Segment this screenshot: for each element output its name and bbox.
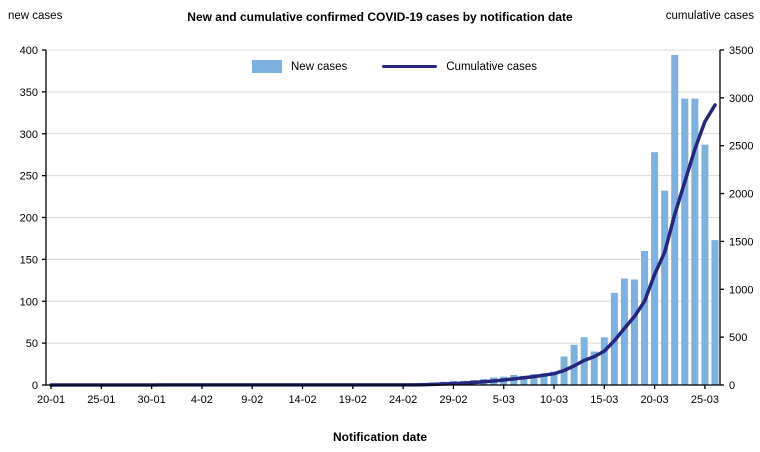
left-tick-label: 0 (32, 380, 38, 392)
bar-26-03 (711, 240, 719, 385)
bar-10-03 (550, 371, 558, 385)
bar-7-03 (520, 375, 528, 385)
left-tick-label: 150 (20, 254, 38, 266)
bar-9-03 (540, 373, 548, 385)
left-tick-label: 400 (20, 45, 38, 57)
bar-15-03 (600, 337, 608, 385)
left-tick-label: 100 (20, 296, 38, 308)
x-tick-label: 19-02 (339, 394, 367, 406)
right-tick-label: 1500 (729, 236, 753, 248)
chart-title: New and cumulative confirmed COVID-19 ca… (187, 10, 573, 24)
legend-cumulative-label: Cumulative cases (446, 60, 538, 73)
x-tick-label: 24-02 (389, 394, 417, 406)
right-tick-label: 3000 (729, 93, 753, 105)
x-tick-label: 4-02 (191, 394, 213, 406)
bar-23-03 (681, 98, 689, 385)
bar-17-03 (620, 278, 628, 385)
right-tick-label: 1000 (729, 284, 753, 296)
bar-18-03 (630, 279, 638, 385)
right-tick-label: 500 (729, 332, 747, 344)
bar-14-03 (590, 351, 598, 385)
x-tick-label: 29-02 (439, 394, 467, 406)
left-axis-title: new cases (8, 10, 63, 22)
bar-20-03 (651, 152, 659, 385)
bar-19-03 (641, 251, 649, 385)
right-axis-title: cumulative cases (665, 10, 754, 22)
left-tick-label: 50 (26, 338, 38, 350)
x-tick-label: 14-02 (288, 394, 316, 406)
legend: New cases Cumulative cases (252, 60, 537, 73)
bar-25-03 (701, 144, 709, 385)
right-tick-label: 2000 (729, 189, 753, 201)
bar-8-03 (530, 374, 538, 385)
x-tick-label: 9-02 (241, 394, 263, 406)
x-tick-label: 20-03 (641, 394, 669, 406)
x-tick-label: 30-01 (138, 394, 166, 406)
x-tick-label: 15-03 (590, 394, 618, 406)
right-tick-label: 3500 (729, 45, 753, 57)
x-tick-label: 25-01 (87, 394, 115, 406)
x-tick-label: 10-03 (540, 394, 568, 406)
left-tick-label: 350 (20, 87, 38, 99)
legend-cumulative-swatch (382, 64, 438, 69)
x-tick-label: 5-03 (493, 394, 515, 406)
bar-24-03 (691, 98, 699, 385)
left-tick-label: 200 (20, 213, 38, 225)
left-tick-label: 250 (20, 171, 38, 183)
legend-new-cases-swatch (252, 60, 282, 73)
legend-new-cases-label: New cases (291, 60, 348, 73)
bar-21-03 (661, 190, 669, 385)
x-axis-title: Notification date (332, 430, 427, 444)
x-tick-label: 20-01 (37, 394, 65, 406)
left-tick-label: 300 (20, 129, 38, 141)
x-tick-label: 25-03 (691, 394, 719, 406)
right-tick-label: 2500 (729, 141, 753, 153)
right-tick-label: 0 (729, 380, 735, 392)
